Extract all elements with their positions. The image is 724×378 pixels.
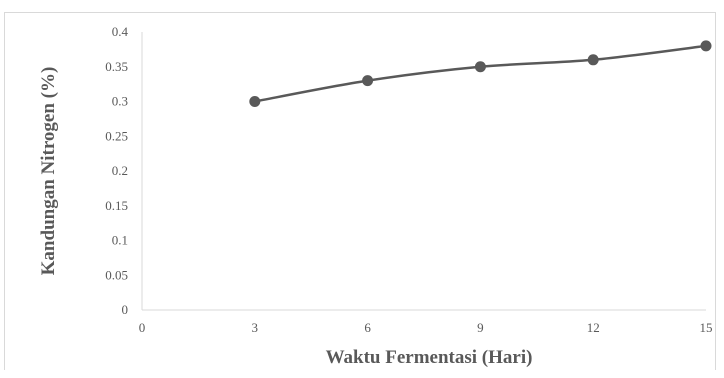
data-point [249, 96, 261, 107]
x-tick-label: 0 [139, 320, 146, 335]
data-point [700, 40, 712, 52]
y-axis-title: Kandungan Nitrogen (%) [38, 67, 59, 276]
y-tick-label: 0.35 [105, 59, 128, 74]
data-point [362, 75, 374, 87]
x-tick-label: 9 [477, 320, 484, 335]
data-point [587, 54, 599, 66]
x-axis-ticks: 0 3 6 9 12 15 [139, 320, 713, 335]
x-tick-label: 15 [700, 320, 713, 335]
y-tick-label: 0.05 [105, 267, 128, 282]
series-line [254, 44, 707, 103]
y-tick-label: 0.3 [112, 94, 128, 109]
y-tick-label: 0.25 [105, 128, 128, 143]
x-tick-label: 3 [252, 320, 259, 335]
y-tick-label: 0.1 [112, 233, 128, 248]
y-tick-label: 0.2 [112, 163, 128, 178]
x-tick-label: 6 [364, 320, 371, 335]
series-group [249, 40, 712, 107]
x-axis-title: Waktu Fermentasi (Hari) [326, 347, 533, 368]
data-point [474, 61, 486, 73]
y-tick-label: 0.15 [105, 198, 128, 213]
y-tick-label: 0 [122, 302, 129, 317]
y-tick-label: 0.4 [112, 24, 129, 39]
y-axis-ticks: 0 0.05 0.1 0.15 0.2 0.25 0.3 0.35 0.4 [105, 24, 128, 317]
x-tick-label: 12 [587, 320, 600, 335]
chart-frame [4, 12, 716, 370]
